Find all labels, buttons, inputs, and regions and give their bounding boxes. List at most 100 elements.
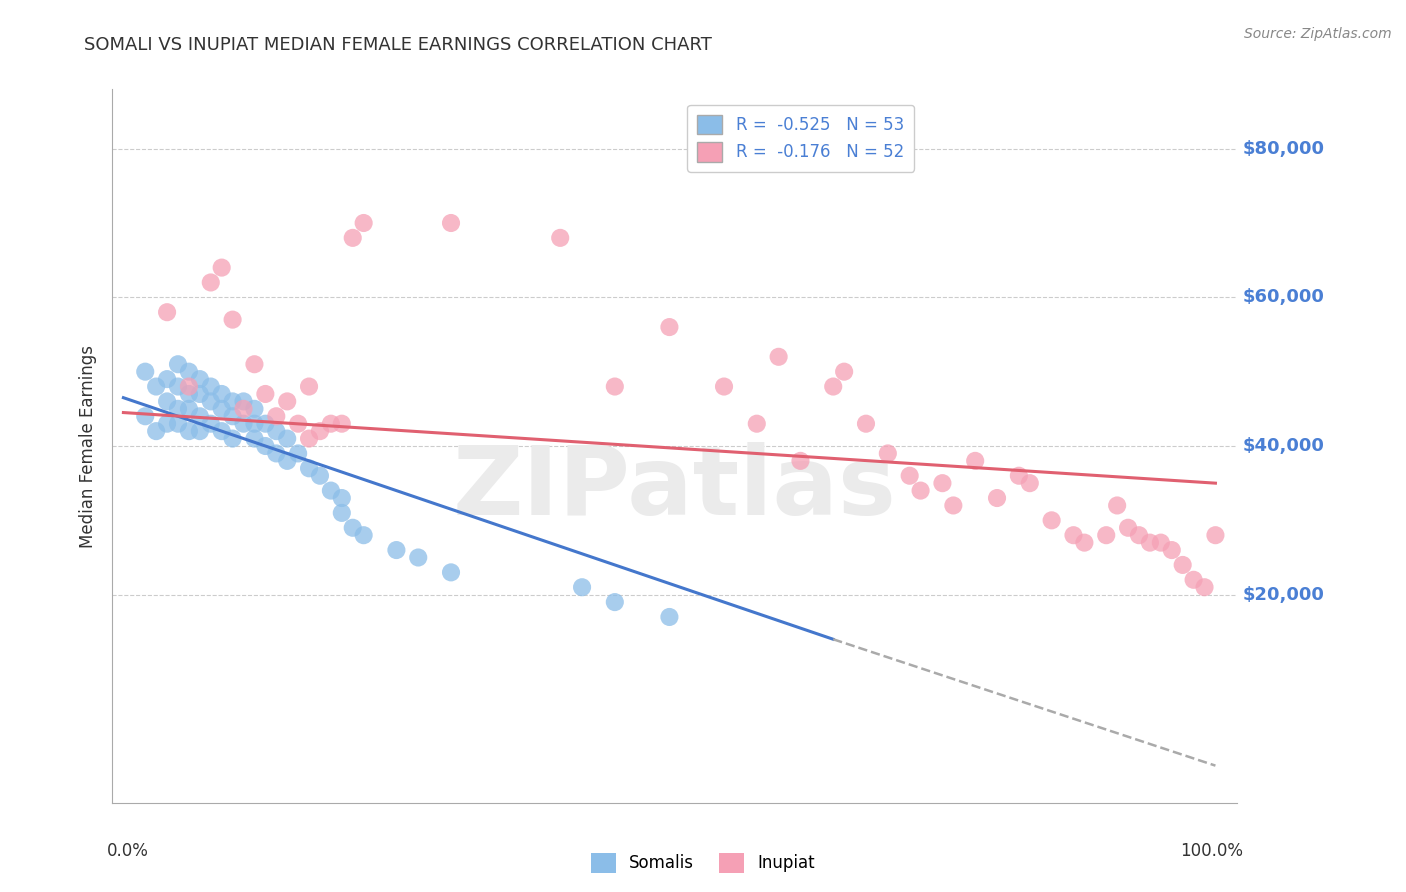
- Point: [177, 365, 200, 379]
- Point: [342, 231, 364, 245]
- Point: [221, 312, 243, 326]
- Point: [342, 521, 364, 535]
- Point: [188, 424, 211, 438]
- Point: [254, 417, 277, 431]
- Point: [221, 432, 243, 446]
- Point: [266, 446, 288, 460]
- Point: [156, 305, 179, 319]
- Text: 0.0%: 0.0%: [107, 842, 149, 860]
- Point: [1150, 535, 1173, 549]
- Point: [177, 401, 200, 416]
- Point: [898, 468, 921, 483]
- Point: [243, 417, 266, 431]
- Point: [276, 394, 298, 409]
- Point: [745, 417, 768, 431]
- Point: [942, 499, 965, 513]
- Point: [823, 379, 845, 393]
- Point: [330, 506, 353, 520]
- Point: [1139, 535, 1161, 549]
- Point: [211, 401, 233, 416]
- Point: [243, 401, 266, 416]
- Point: [1171, 558, 1194, 572]
- Point: [211, 387, 233, 401]
- Text: SOMALI VS INUPIAT MEDIAN FEMALE EARNINGS CORRELATION CHART: SOMALI VS INUPIAT MEDIAN FEMALE EARNINGS…: [84, 36, 713, 54]
- Text: ZIPatlas: ZIPatlas: [453, 442, 897, 535]
- Point: [571, 580, 593, 594]
- Point: [330, 491, 353, 505]
- Point: [134, 409, 156, 424]
- Legend: R =  -0.525   N = 53, R =  -0.176   N = 52: R = -0.525 N = 53, R = -0.176 N = 52: [688, 104, 914, 171]
- Point: [658, 320, 681, 334]
- Point: [440, 216, 463, 230]
- Point: [243, 432, 266, 446]
- Legend: Somalis, Inupiat: Somalis, Inupiat: [583, 847, 823, 880]
- Point: [965, 454, 987, 468]
- Point: [1116, 521, 1139, 535]
- Text: Source: ZipAtlas.com: Source: ZipAtlas.com: [1244, 27, 1392, 41]
- Point: [319, 483, 342, 498]
- Point: [603, 379, 626, 393]
- Point: [188, 387, 211, 401]
- Point: [167, 401, 190, 416]
- Point: [177, 424, 200, 438]
- Point: [287, 417, 309, 431]
- Text: $40,000: $40,000: [1243, 437, 1324, 455]
- Point: [1194, 580, 1216, 594]
- Point: [876, 446, 898, 460]
- Point: [1204, 528, 1226, 542]
- Point: [548, 231, 571, 245]
- Point: [855, 417, 877, 431]
- Point: [200, 417, 222, 431]
- Point: [986, 491, 1008, 505]
- Y-axis label: Median Female Earnings: Median Female Earnings: [79, 344, 97, 548]
- Point: [156, 394, 179, 409]
- Point: [1073, 535, 1095, 549]
- Point: [276, 432, 298, 446]
- Point: [910, 483, 932, 498]
- Point: [319, 417, 342, 431]
- Point: [232, 417, 254, 431]
- Text: $80,000: $80,000: [1243, 140, 1324, 158]
- Point: [232, 401, 254, 416]
- Point: [832, 365, 855, 379]
- Point: [188, 409, 211, 424]
- Point: [200, 276, 222, 290]
- Point: [221, 394, 243, 409]
- Point: [287, 446, 309, 460]
- Point: [330, 417, 353, 431]
- Point: [232, 394, 254, 409]
- Point: [931, 476, 953, 491]
- Point: [713, 379, 735, 393]
- Point: [309, 468, 332, 483]
- Point: [167, 357, 190, 371]
- Point: [353, 528, 375, 542]
- Point: [658, 610, 681, 624]
- Point: [440, 566, 463, 580]
- Point: [603, 595, 626, 609]
- Point: [254, 387, 277, 401]
- Point: [266, 424, 288, 438]
- Point: [309, 424, 332, 438]
- Point: [200, 379, 222, 393]
- Point: [1160, 543, 1182, 558]
- Point: [211, 424, 233, 438]
- Point: [211, 260, 233, 275]
- Point: [266, 409, 288, 424]
- Point: [298, 379, 321, 393]
- Point: [1062, 528, 1084, 542]
- Point: [353, 216, 375, 230]
- Point: [200, 394, 222, 409]
- Point: [145, 379, 167, 393]
- Point: [177, 379, 200, 393]
- Point: [221, 409, 243, 424]
- Point: [1095, 528, 1118, 542]
- Point: [789, 454, 811, 468]
- Point: [1018, 476, 1040, 491]
- Point: [385, 543, 408, 558]
- Point: [406, 550, 429, 565]
- Point: [188, 372, 211, 386]
- Text: $20,000: $20,000: [1243, 586, 1324, 604]
- Point: [243, 357, 266, 371]
- Point: [1182, 573, 1205, 587]
- Point: [167, 379, 190, 393]
